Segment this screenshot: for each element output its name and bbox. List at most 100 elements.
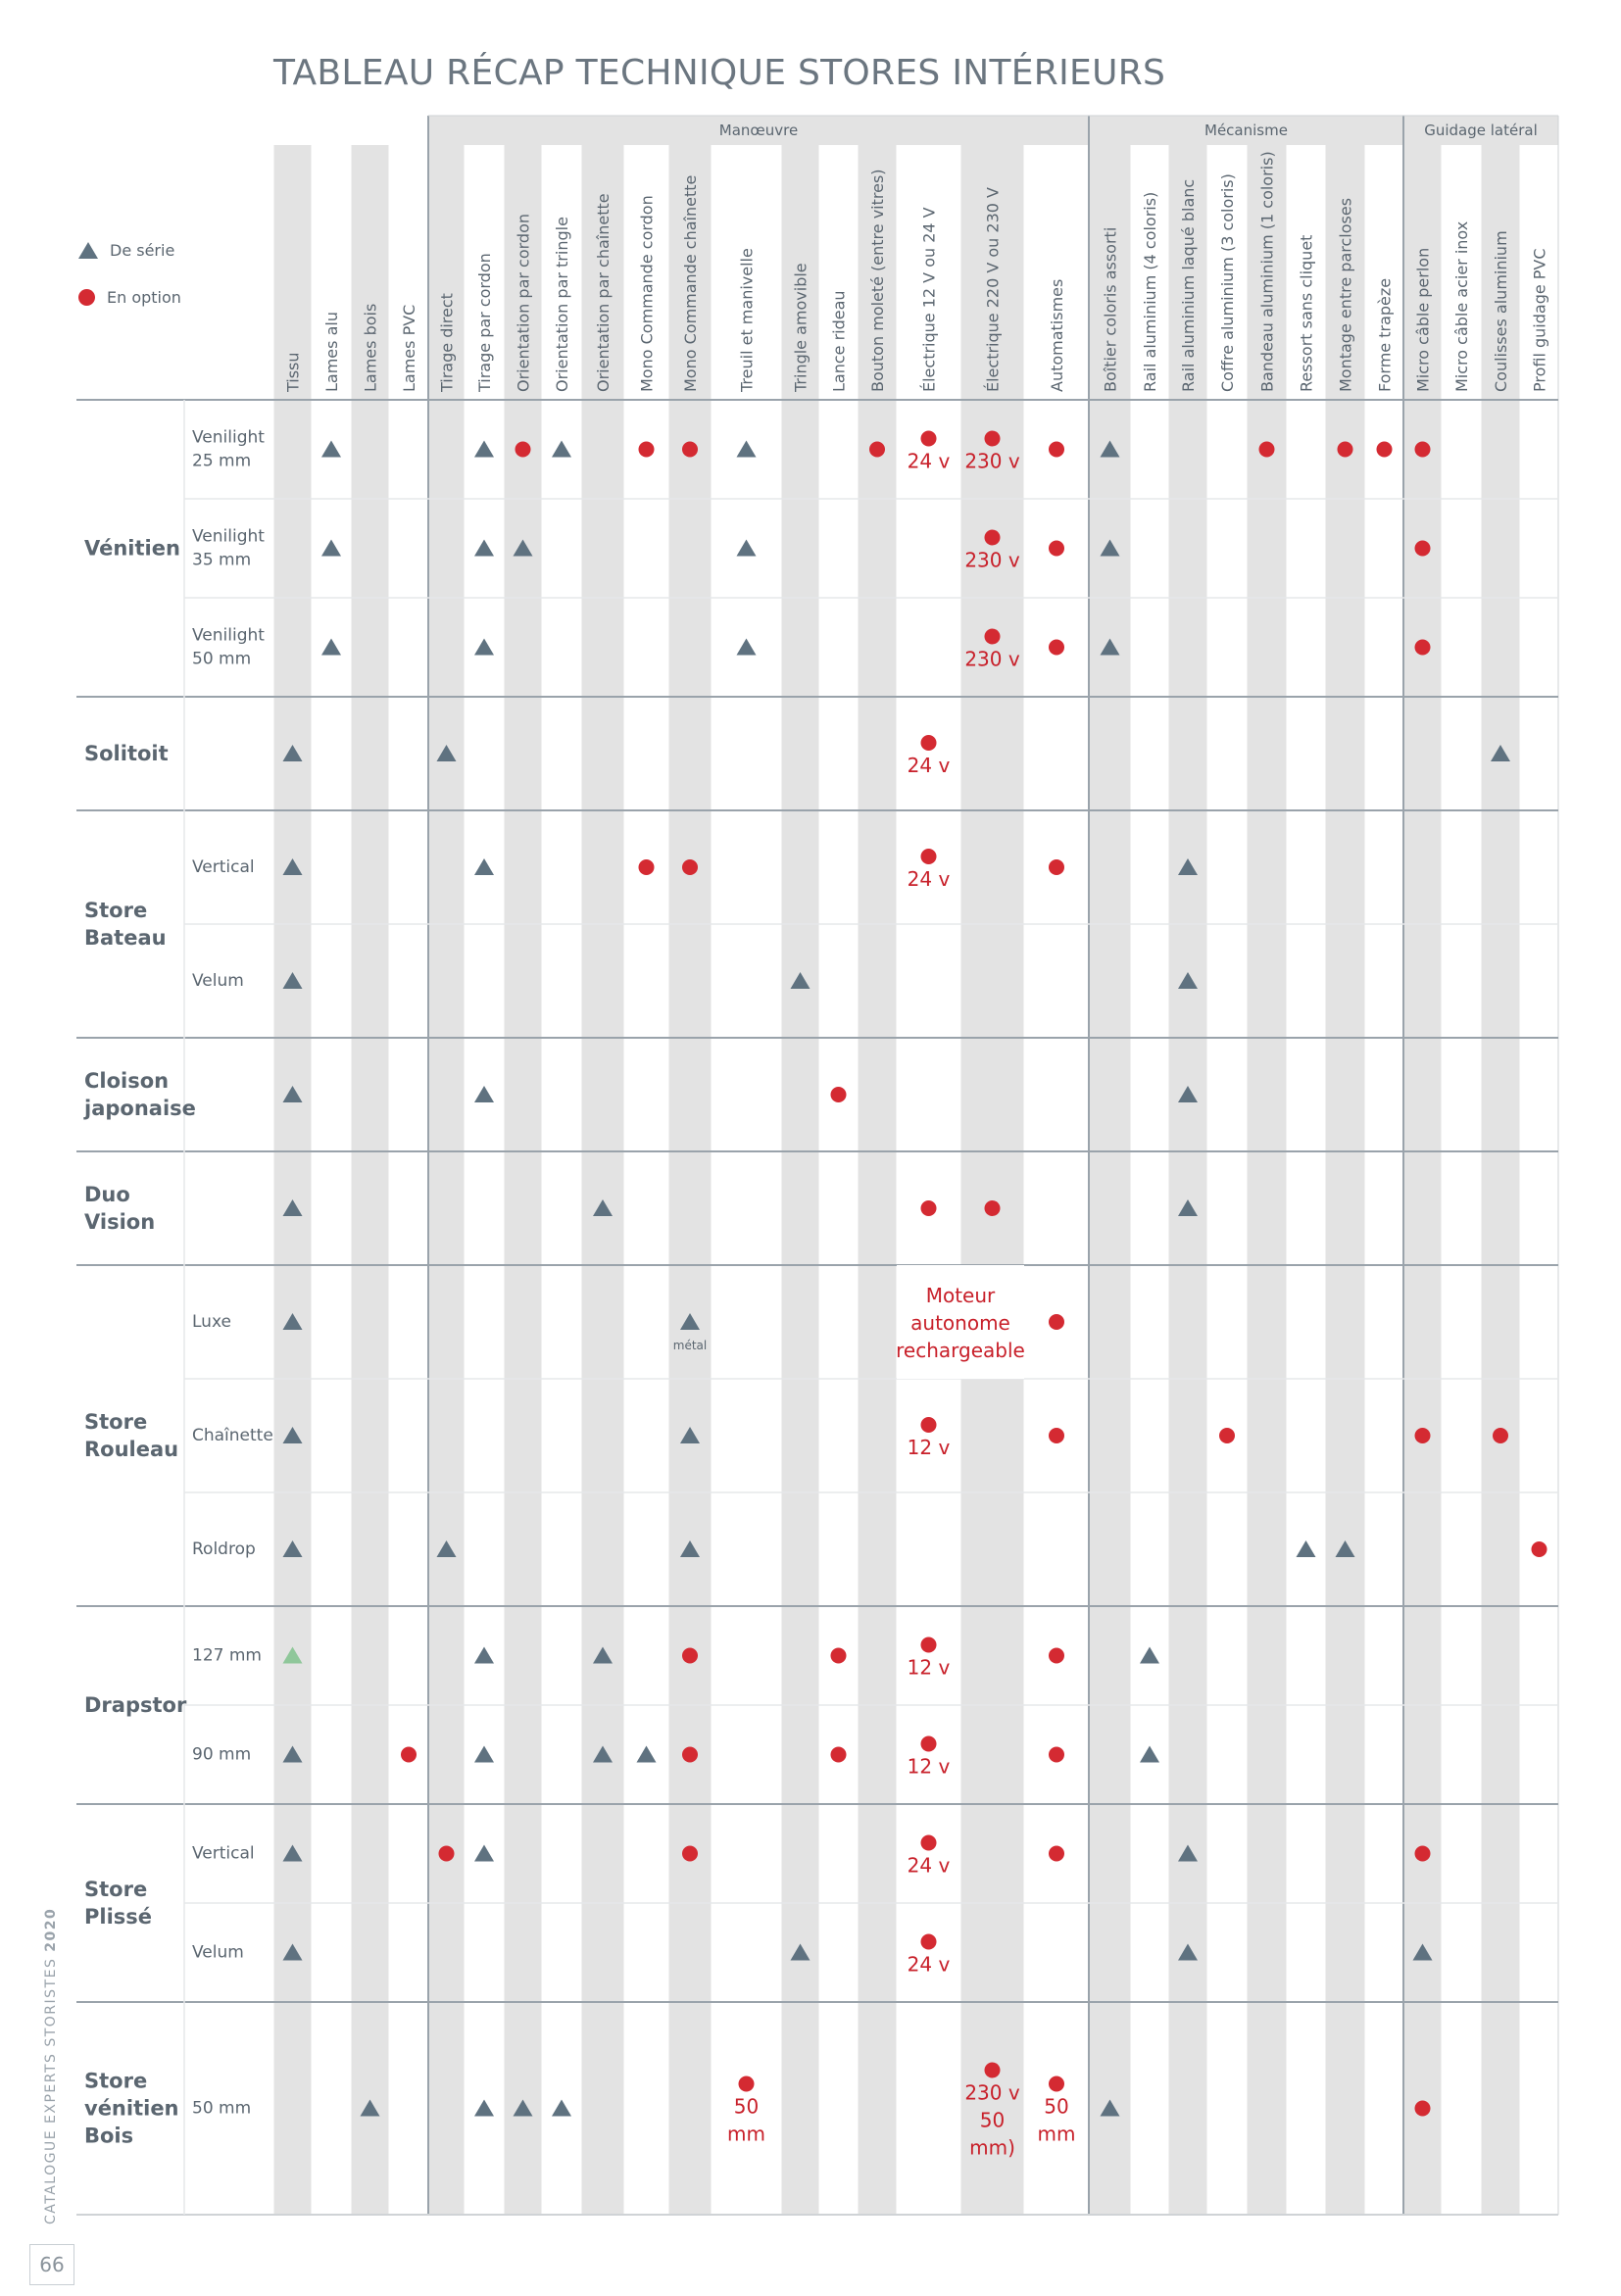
table-cell bbox=[682, 441, 698, 458]
triangle-icon bbox=[1178, 1943, 1198, 1961]
triangle-icon bbox=[282, 1199, 303, 1216]
column-header: Bandeau aluminium (1 coloris) bbox=[1258, 151, 1277, 392]
triangle-icon bbox=[321, 440, 341, 458]
product-name: Store Rouleau bbox=[84, 1410, 178, 1461]
cell-value: 24 v bbox=[908, 450, 951, 473]
side-caption: CATALOGUE EXPERTS STORISTES 2020 bbox=[43, 1908, 59, 2224]
column-header: Profil guidage PVC bbox=[1531, 248, 1549, 392]
column-header: Coulisses aluminium bbox=[1492, 230, 1510, 392]
row-label: 35 mm bbox=[192, 551, 251, 570]
table-cell bbox=[1376, 441, 1393, 458]
group-header-cell bbox=[1403, 116, 1558, 145]
table-cell bbox=[1414, 1428, 1431, 1443]
group-headers: Manœuvre Mécanisme Guidage latéral bbox=[428, 116, 1558, 145]
dot-icon bbox=[830, 1087, 847, 1102]
table-cell: 50 mm bbox=[727, 2076, 765, 2146]
product-name: Vénitien bbox=[84, 537, 180, 561]
table-cell bbox=[360, 2099, 380, 2117]
triangle-icon bbox=[282, 1646, 303, 1664]
group-header-label: Guidage latéral bbox=[1424, 122, 1538, 139]
dot-icon bbox=[78, 288, 95, 306]
triangle-icon bbox=[474, 1745, 494, 1763]
page-title: TABLEAU RÉCAP TECHNIQUE STORES INTÉRIEUR… bbox=[273, 53, 1166, 93]
table-cell bbox=[1414, 540, 1431, 557]
triangle-icon bbox=[513, 2099, 533, 2117]
table-cell bbox=[1100, 440, 1120, 458]
dot-icon bbox=[1414, 1845, 1431, 1862]
column-header: Ressort sans cliquet bbox=[1298, 235, 1316, 392]
row-label: Velum bbox=[192, 1943, 244, 1963]
column-header: Lance rideau bbox=[830, 290, 849, 392]
table-cell bbox=[1049, 859, 1064, 875]
column-header: Mono Commande chaînette bbox=[681, 175, 700, 392]
table-cell bbox=[1337, 441, 1353, 458]
table-cell bbox=[282, 1199, 303, 1216]
cell-value: 230 v bbox=[964, 549, 1020, 572]
table-cell bbox=[1049, 1746, 1064, 1763]
triangle-icon bbox=[1178, 1086, 1198, 1102]
table-cell bbox=[1296, 1540, 1316, 1557]
row-label: 50 mm bbox=[192, 650, 251, 669]
product-name: Store vénitien Bois bbox=[84, 2070, 179, 2148]
dot-icon bbox=[401, 1746, 417, 1763]
dot-icon bbox=[830, 1746, 847, 1763]
dot-icon bbox=[682, 859, 698, 875]
dot-icon bbox=[1414, 639, 1431, 656]
triangle-icon bbox=[282, 1745, 303, 1763]
table-cell: 12 v bbox=[908, 1417, 950, 1459]
column-header: Tirage direct bbox=[438, 293, 457, 393]
column-header: Mono Commande cordon bbox=[638, 195, 657, 392]
table-cell bbox=[593, 1745, 613, 1763]
table-cell: métal bbox=[673, 1313, 707, 1352]
note-text: rechargeable bbox=[896, 1339, 1025, 1362]
triangle-icon bbox=[1178, 1199, 1198, 1216]
triangle-icon bbox=[1178, 972, 1198, 989]
dot-icon bbox=[1049, 1647, 1064, 1664]
dot-icon bbox=[984, 1200, 1001, 1216]
note-text: Moteur bbox=[926, 1284, 996, 1307]
legend: De série En option bbox=[78, 235, 181, 312]
group-header-label: Mécanisme bbox=[1204, 122, 1288, 139]
table-cell bbox=[593, 1646, 613, 1664]
column-header: Micro câble acier inox bbox=[1452, 221, 1471, 392]
dot-icon bbox=[1049, 1845, 1064, 1862]
product-name-line: Cloison bbox=[84, 1069, 169, 1093]
triangle-icon bbox=[593, 1199, 613, 1216]
dot-icon bbox=[984, 2062, 1001, 2078]
table-cell: 24 v bbox=[908, 430, 951, 473]
table-cell bbox=[1140, 1745, 1159, 1763]
triangle-icon bbox=[736, 539, 757, 557]
triangle-icon bbox=[474, 858, 494, 875]
cell-value: 50 bbox=[1044, 2095, 1068, 2119]
dot-icon bbox=[1219, 1428, 1235, 1443]
cell-value: 230 v bbox=[964, 450, 1020, 473]
triangle-icon bbox=[474, 1646, 494, 1664]
triangle-icon bbox=[1100, 440, 1120, 458]
column-shade bbox=[781, 145, 819, 2215]
column-header: Lames alu bbox=[322, 312, 341, 392]
dot-icon bbox=[1414, 540, 1431, 557]
triangle-icon bbox=[1178, 1844, 1198, 1862]
table-cell bbox=[401, 1746, 417, 1763]
cell-note: métal bbox=[673, 1339, 707, 1352]
triangle-icon bbox=[1100, 638, 1120, 656]
table-cell bbox=[682, 1746, 698, 1763]
product-name-line: Store bbox=[84, 899, 147, 922]
product-name-line: Bateau bbox=[84, 926, 167, 950]
dot-icon bbox=[920, 735, 937, 751]
table-cell bbox=[513, 539, 533, 557]
dot-icon bbox=[830, 1647, 847, 1664]
table-cell bbox=[1414, 639, 1431, 656]
dot-icon bbox=[638, 859, 655, 875]
product-name: Duo Vision bbox=[84, 1183, 155, 1234]
table-cell: 230 v bbox=[964, 529, 1020, 572]
row-label: Luxe bbox=[192, 1312, 231, 1332]
row-lines bbox=[76, 399, 1558, 2216]
row-label: Venilight bbox=[192, 428, 265, 448]
table-cell bbox=[1178, 858, 1198, 875]
table-cell bbox=[282, 745, 303, 761]
product-name-line: Drapstor bbox=[84, 1693, 187, 1717]
row-label: 25 mm bbox=[192, 452, 251, 471]
dot-icon bbox=[1049, 859, 1064, 875]
table-cell bbox=[282, 1745, 303, 1763]
